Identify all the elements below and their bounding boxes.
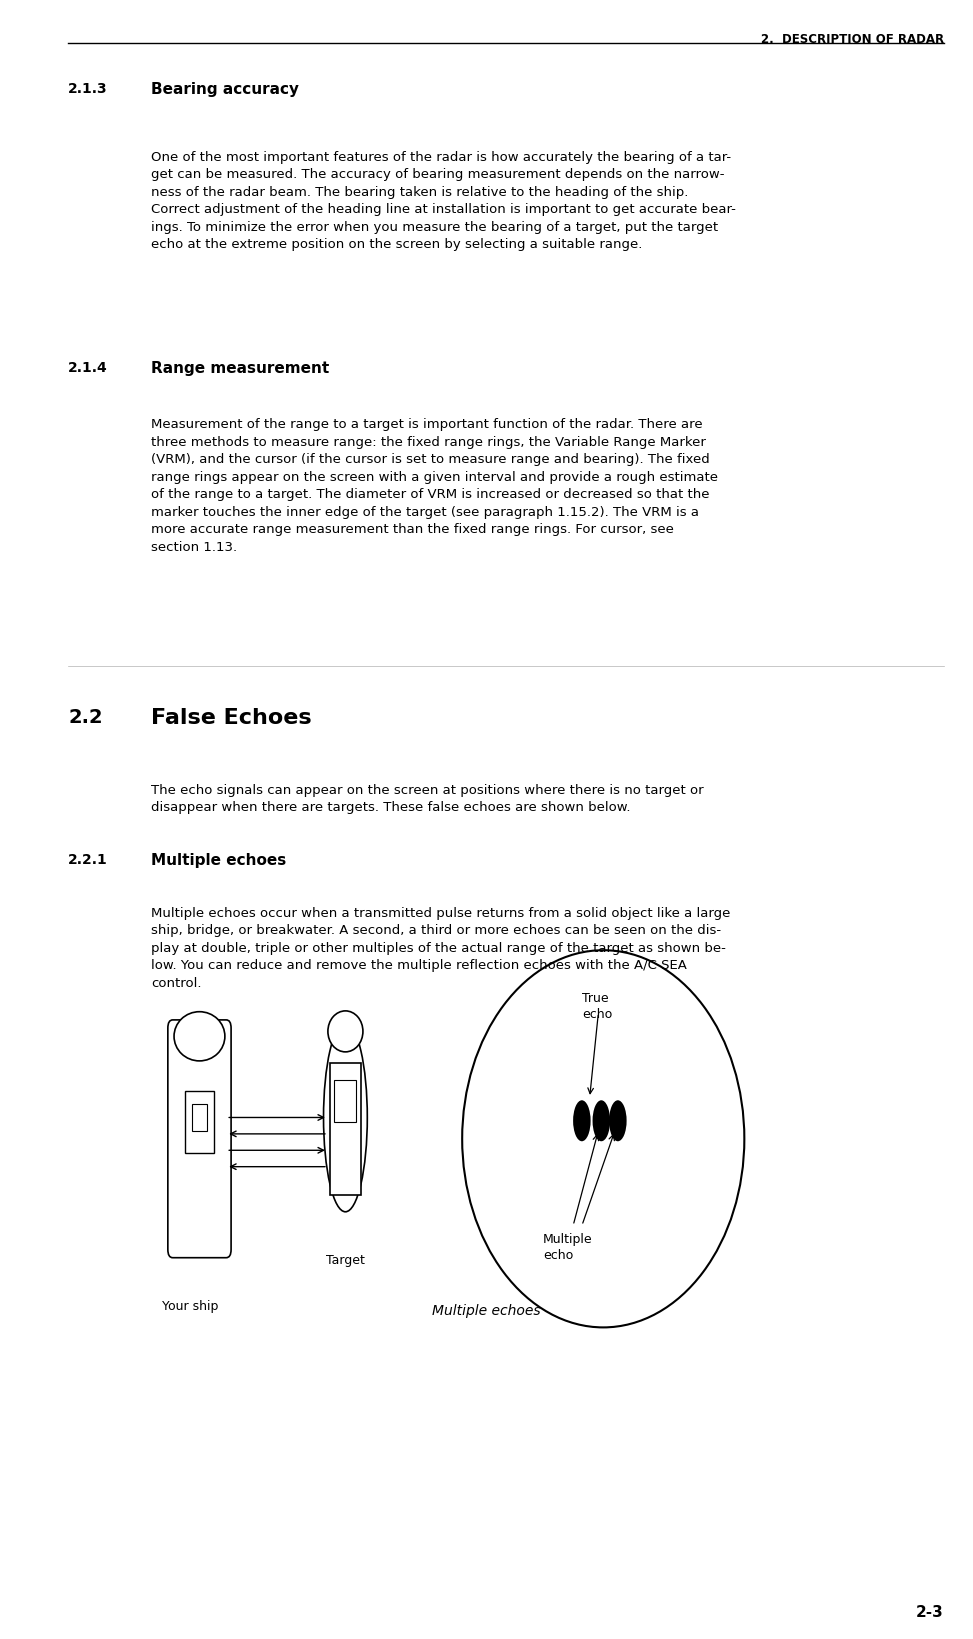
Bar: [192, 1103, 207, 1133]
Text: One of the most important features of the radar is how accurately the bearing of: One of the most important features of th…: [151, 151, 736, 251]
Text: 2.  DESCRIPTION OF RADAR: 2. DESCRIPTION OF RADAR: [761, 33, 944, 46]
Text: Multiple echoes: Multiple echoes: [151, 852, 286, 867]
Text: 2.1.3: 2.1.3: [68, 82, 108, 97]
Text: 2.1.4: 2.1.4: [68, 361, 108, 375]
FancyBboxPatch shape: [168, 1019, 232, 1259]
Text: 2.2.1: 2.2.1: [68, 852, 108, 867]
Text: Range measurement: Range measurement: [151, 361, 329, 375]
Text: False Echoes: False Echoes: [151, 708, 311, 728]
Bar: [330, 1064, 361, 1196]
Ellipse shape: [573, 1101, 591, 1141]
Ellipse shape: [174, 1011, 225, 1062]
Bar: [185, 1092, 214, 1154]
Ellipse shape: [609, 1101, 627, 1141]
Ellipse shape: [323, 1023, 367, 1213]
Text: 2.2: 2.2: [68, 708, 103, 728]
Text: Multiple echoes occur when a transmitted pulse returns from a solid object like : Multiple echoes occur when a transmitted…: [151, 906, 730, 990]
Text: Measurement of the range to a target is important function of the radar. There a: Measurement of the range to a target is …: [151, 418, 718, 554]
Text: Multiple
echo: Multiple echo: [543, 1233, 593, 1262]
Text: Bearing accuracy: Bearing accuracy: [151, 82, 299, 97]
Text: Multiple echoes: Multiple echoes: [432, 1303, 541, 1318]
Ellipse shape: [593, 1101, 610, 1141]
Text: True
echo: True echo: [582, 992, 612, 1021]
Text: Your ship: Your ship: [162, 1298, 218, 1311]
Text: 2-3: 2-3: [916, 1605, 944, 1619]
Text: The echo signals can appear on the screen at positions where there is no target : The echo signals can appear on the scree…: [151, 783, 703, 815]
Text: Target: Target: [326, 1252, 365, 1265]
Bar: [335, 1080, 356, 1123]
Ellipse shape: [328, 1011, 363, 1052]
Ellipse shape: [462, 951, 744, 1328]
